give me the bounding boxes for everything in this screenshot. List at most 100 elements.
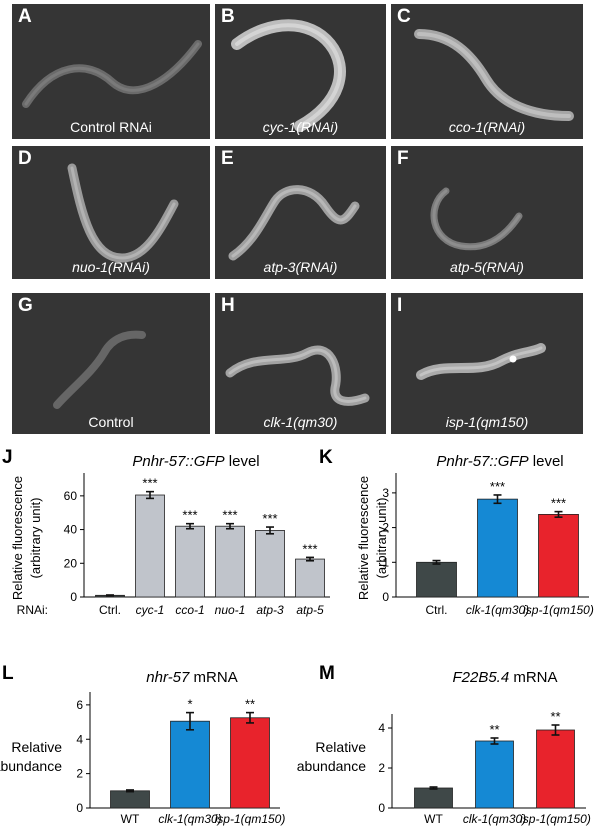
x-tick-label: WT [424, 812, 443, 826]
significance-label: *** [490, 479, 505, 494]
worm-image [228, 185, 360, 261]
worm-image [22, 40, 202, 108]
x-tick-label: Ctrl. [99, 603, 121, 617]
x-tick-label: clk-1(qm30) [158, 812, 221, 826]
chart-title-rest: mRNA [189, 669, 237, 686]
y-axis-label: Relative fluorescence [10, 476, 25, 600]
bar [414, 787, 453, 809]
y-tick-label: 4 [378, 721, 385, 735]
x-tick-label: isp-1(qm150) [523, 603, 594, 617]
significance-label: *** [262, 511, 277, 526]
chart-letter-k: K [319, 447, 333, 468]
y-axis-label: (arbitrary unit) [374, 498, 389, 579]
worm-image [225, 345, 370, 406]
y-tick-label: 0 [70, 590, 77, 604]
worm-image [67, 163, 179, 263]
bar [295, 558, 325, 598]
y-axis-label: Relative fluorescence [356, 476, 371, 600]
micrograph-panel-e: E atp-3(RNAi) [215, 146, 386, 279]
chart-title-italic: Pnhr-57::GFP [436, 453, 528, 470]
panel-letter: E [221, 148, 234, 169]
x-tick-label: atp-3 [256, 603, 284, 617]
y-tick-label: 0 [378, 801, 385, 815]
chart-letter-l: L [2, 663, 14, 684]
chart-title: F22B5.4 mRNA [452, 669, 557, 686]
significance-label: *** [142, 476, 157, 491]
y-tick-label: 2 [382, 521, 389, 535]
significance-label: ** [550, 709, 560, 724]
micrograph-panel-c: C cco-1(RNAi) [391, 4, 583, 139]
micrograph-panel-f: F atp-5(RNAi) [391, 146, 583, 279]
x-tick-label: atp-5 [296, 603, 324, 617]
chart-m: F22B5.4 mRNA Relative abundance 0 2 4 WT ** clk-… [297, 669, 591, 826]
x-tick-label: Ctrl. [426, 603, 448, 617]
bar [538, 514, 579, 598]
chart-title-rest: mRNA [509, 669, 557, 686]
micrograph-panel-b: B cyc-1(RNAi) [215, 4, 386, 139]
panel-letter: A [18, 6, 32, 27]
significance-label: ** [245, 697, 255, 712]
chart-l: nhr-57 mRNA Relative abundance 0 2 4 6 WT * clk-1… [0, 669, 285, 826]
y-tick-label: 1 [382, 555, 389, 569]
bar [536, 729, 575, 809]
y-tick-label: 3 [382, 486, 389, 500]
bar [170, 720, 210, 809]
chart-title: Pnhr-57::GFP level [436, 453, 563, 470]
panel-letter: I [397, 295, 403, 316]
y-tick-label: 4 [76, 732, 83, 746]
panel-caption: Control [88, 414, 134, 430]
panel-caption: nuo-1(RNAi) [72, 259, 150, 275]
significance-label: ** [489, 722, 499, 737]
chart-letter-m: M [319, 663, 335, 684]
chart-title-rest: level [529, 453, 564, 470]
y-axis-label: Relative [11, 739, 62, 755]
panel-caption: cco-1(RNAi) [448, 119, 526, 135]
bar [477, 498, 518, 598]
x-tick-label: clk-1(qm30) [466, 603, 529, 617]
bar [110, 790, 150, 809]
micrograph-panel-g: G Control [12, 293, 210, 434]
worm-image [430, 187, 523, 251]
bar [175, 525, 205, 598]
bar [230, 717, 270, 809]
micrograph-panel-d: D nuo-1(RNAi) [12, 146, 210, 279]
panel-letter: C [397, 6, 411, 27]
micrograph-panel-a: A Control RNAi [12, 4, 210, 139]
y-axis-label: Relative [315, 739, 366, 755]
chart-title-rest: level [225, 453, 260, 470]
chart-title-italic: Pnhr-57::GFP [132, 453, 224, 470]
chart-letter-j: J [2, 447, 13, 468]
x-tick-label: cyc-1 [136, 603, 165, 617]
y-axis-label: abundance [297, 758, 367, 774]
significance-label: *** [182, 508, 197, 523]
x-tick-label: nuo-1 [215, 603, 246, 617]
x-tick-label: isp-1(qm150) [520, 812, 591, 826]
y-tick-label: 40 [64, 523, 78, 537]
significance-label: * [187, 697, 192, 712]
y-axis-label: abundance [0, 758, 62, 774]
panel-caption: atp-5(RNAi) [450, 259, 524, 275]
chart-title-italic: F22B5.4 [452, 669, 509, 686]
x-tick-label: WT [121, 812, 140, 826]
y-tick-label: 60 [64, 489, 78, 503]
chart-title: Pnhr-57::GFP level [132, 453, 259, 470]
bar [475, 740, 514, 809]
panel-letter: F [397, 148, 409, 169]
significance-label: *** [551, 496, 566, 511]
worm-image [414, 29, 574, 121]
row-label: RNAi: [17, 603, 48, 617]
panel-letter: G [18, 295, 33, 316]
x-tick-label: clk-1(qm30) [463, 812, 526, 826]
panel-caption: isp-1(qm150) [445, 414, 529, 430]
panel-caption: atp-3(RNAi) [263, 259, 338, 275]
chart-title: nhr-57 mRNA [146, 669, 237, 686]
panel-letter: B [221, 6, 235, 27]
y-tick-label: 20 [64, 556, 78, 570]
worm-image [416, 343, 546, 380]
micrograph-panel-h: H clk-1(qm30) [215, 293, 386, 434]
y-tick-label: 0 [382, 590, 389, 604]
bar [255, 530, 285, 598]
y-tick-label: 2 [378, 761, 385, 775]
